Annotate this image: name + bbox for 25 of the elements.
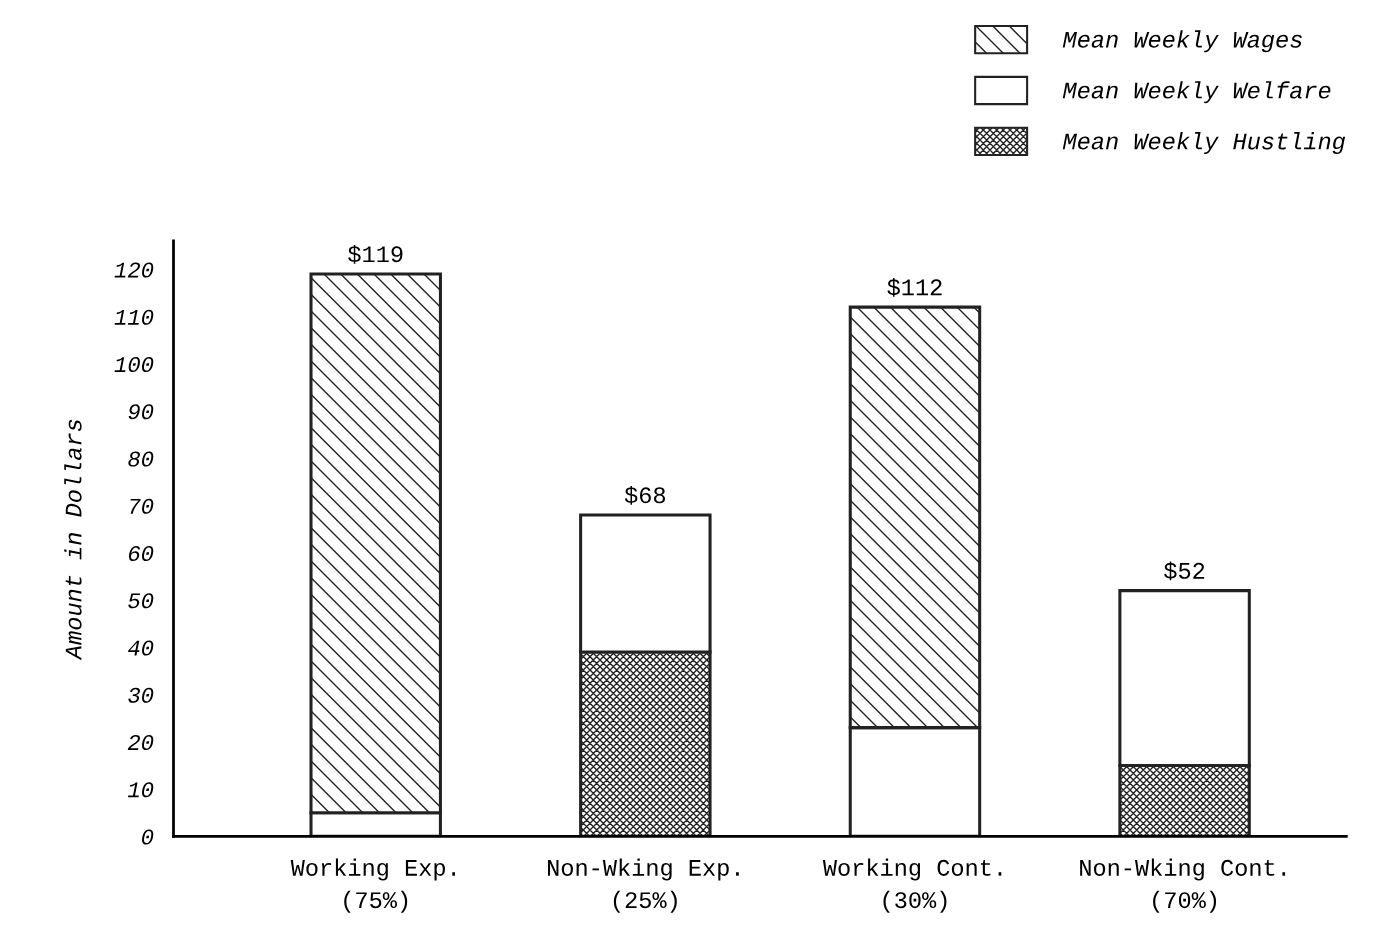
y-tick-label: 70 [130, 498, 154, 514]
y-tick-label: 60 [128, 546, 154, 562]
y-tick-label: 30 [128, 687, 154, 703]
total-label: $119 [348, 245, 403, 264]
y-tick-label: 50 [128, 593, 154, 609]
total-label: $68 [624, 486, 666, 505]
y-tick-label: 120 [114, 262, 154, 278]
total-label: $52 [1164, 561, 1205, 581]
legend-label: Mean Weekly Wages [1062, 30, 1302, 53]
y-tick-label: 0 [142, 829, 154, 845]
y-tick-label: 80 [128, 451, 154, 467]
y-tick-label: 90 [128, 404, 154, 420]
y-axis-title: Amount in Dollars [64, 419, 82, 661]
y-tick-label: 10 [127, 782, 154, 798]
y-tick-label: 40 [128, 640, 154, 656]
legend-label: Mean Weekly Hustling [1062, 132, 1346, 155]
total-label: $112 [887, 278, 942, 297]
x-tick-label: Working Cont. (30%) [822, 858, 1002, 913]
x-tick-label: Non-Wking Cont. (70%) [1080, 858, 1286, 913]
x-tick-label: Working Exp. (75%) [290, 858, 455, 913]
legend-label: Mean Weekly Welfare [1062, 81, 1331, 104]
y-tick-label: 110 [114, 309, 154, 325]
y-tick-label: 20 [127, 735, 154, 751]
x-tick-label: Non-Wking Exp. (25%) [548, 858, 739, 913]
y-tick-label: 100 [114, 357, 154, 373]
